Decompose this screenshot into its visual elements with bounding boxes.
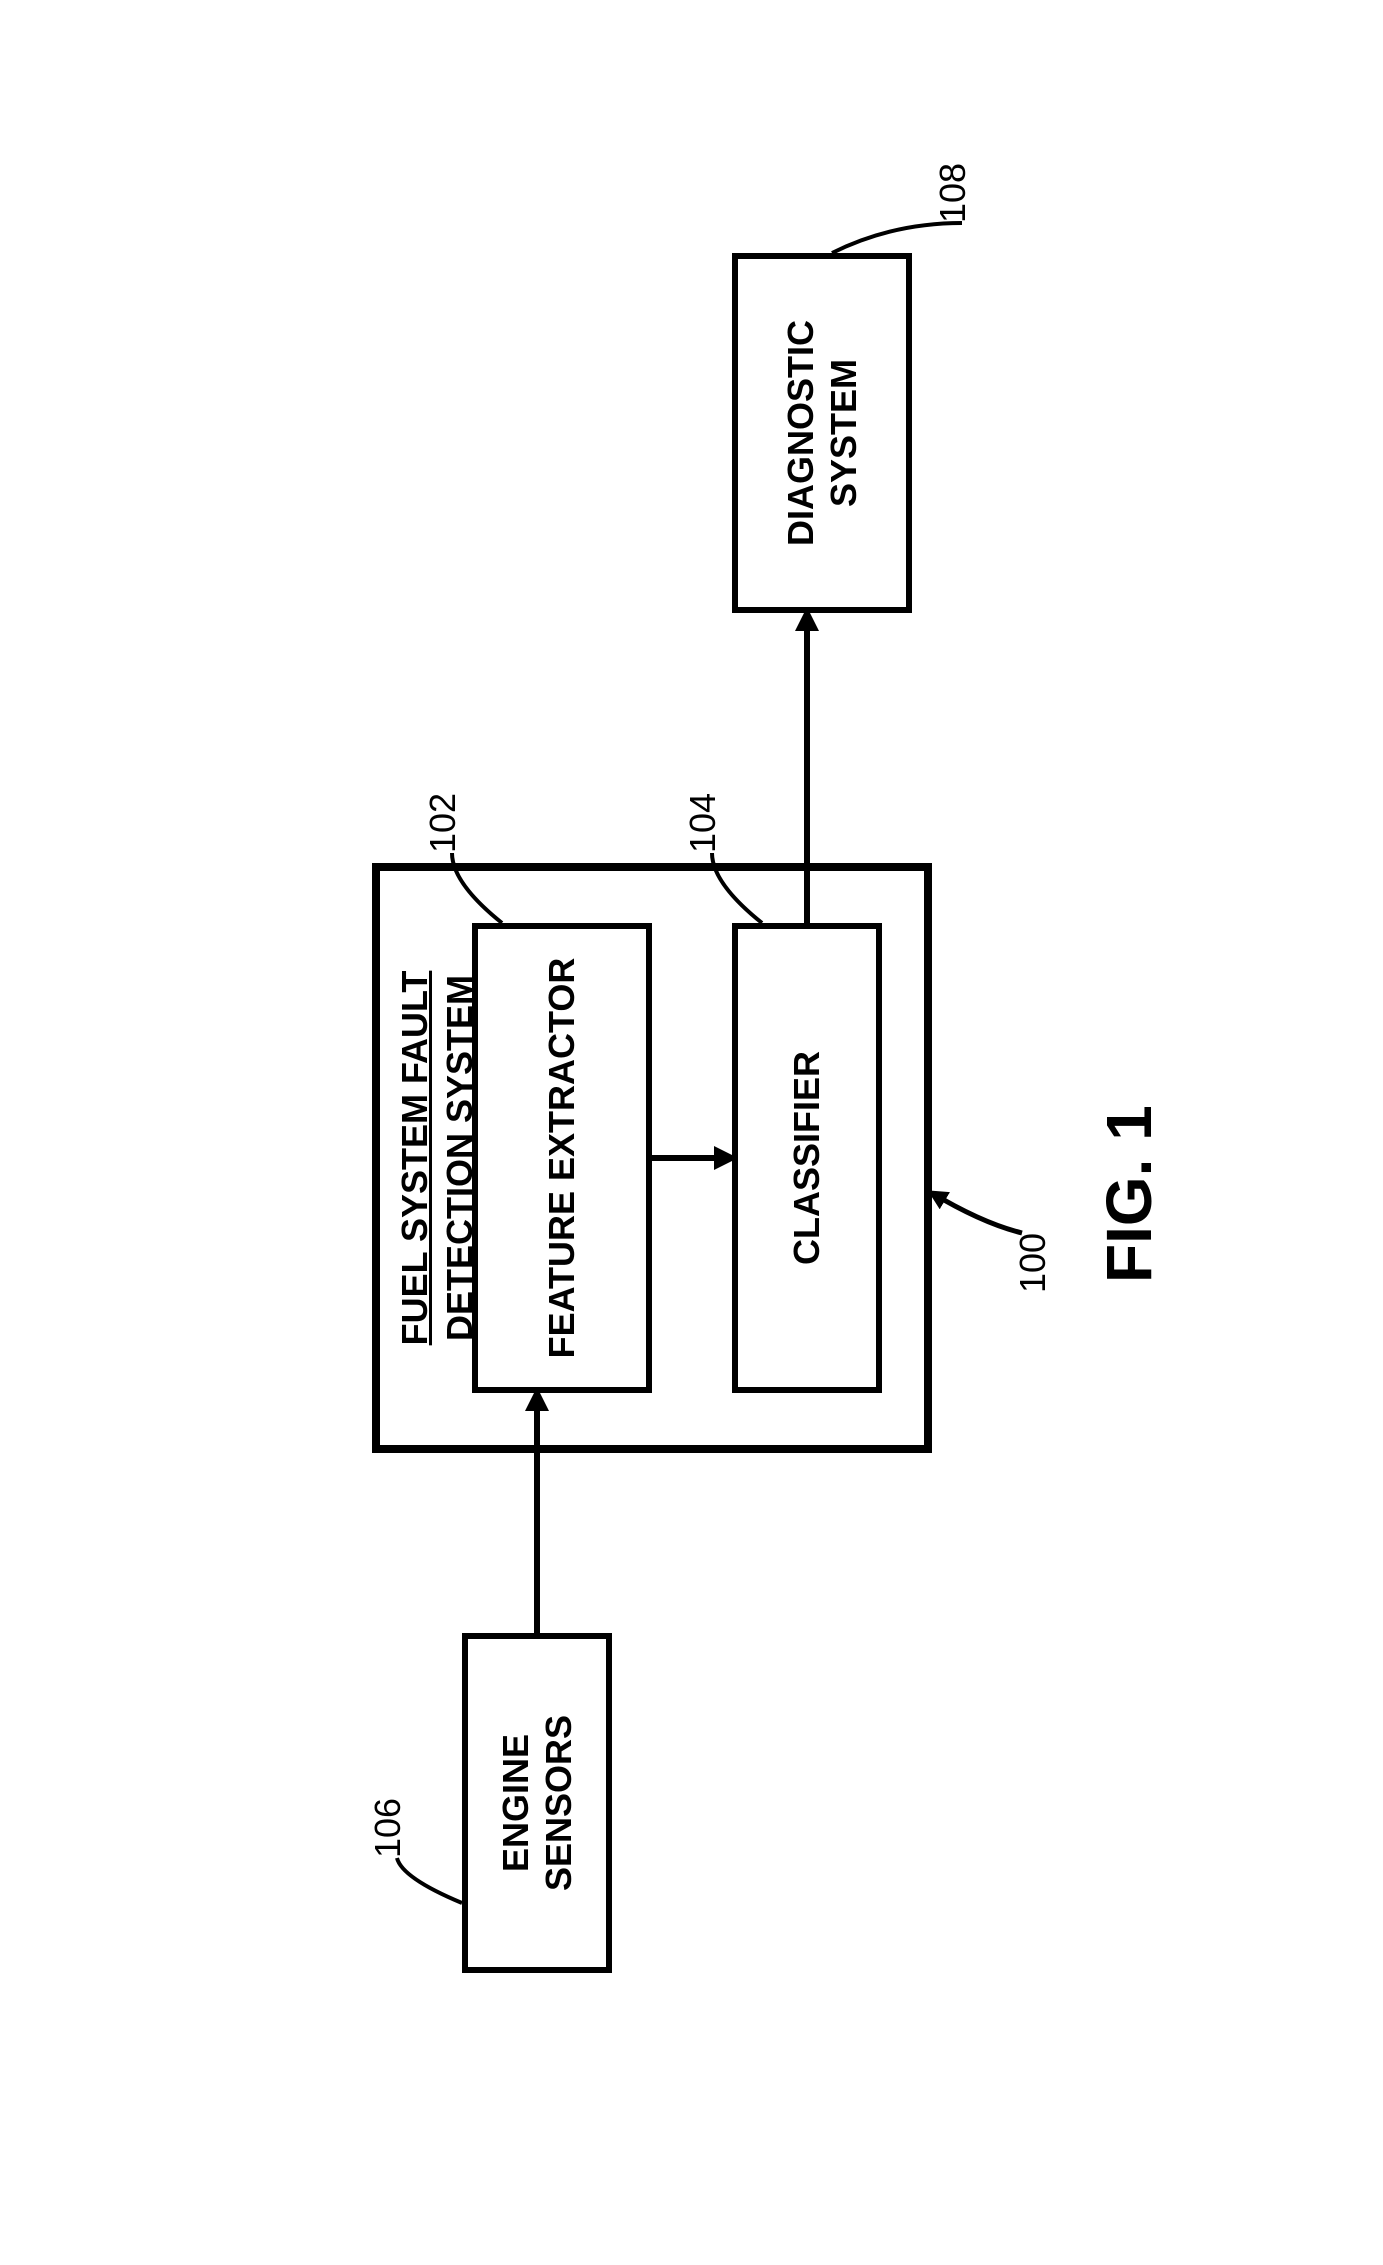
diagnostic-system-label: DIAGNOSTIC SYSTEM xyxy=(778,267,864,599)
ref-102: 102 xyxy=(422,792,464,852)
ref-106: 106 xyxy=(367,1797,409,1857)
ref-104: 104 xyxy=(682,792,724,852)
figure-label: FIG. 1 xyxy=(1092,1105,1166,1283)
system-title: FUEL SYSTEM FAULT DETECTION SYSTEM xyxy=(392,871,482,1445)
classifier-label: CLASSIFIER xyxy=(785,1051,828,1265)
classifier-box: CLASSIFIER xyxy=(732,923,882,1393)
ref-108: 108 xyxy=(932,162,974,222)
diagnostic-system-box: DIAGNOSTIC SYSTEM xyxy=(732,253,912,613)
feature-extractor-label: FEATURE EXTRACTOR xyxy=(540,957,583,1358)
engine-sensors-label: ENGINE SENSORS xyxy=(493,1647,579,1959)
feature-extractor-box: FEATURE EXTRACTOR xyxy=(472,923,652,1393)
diagram-container: FUEL SYSTEM FAULT DETECTION SYSTEM ENGIN… xyxy=(192,133,1192,2133)
ref-100: 100 xyxy=(1012,1232,1054,1292)
engine-sensors-box: ENGINE SENSORS xyxy=(462,1633,612,1973)
